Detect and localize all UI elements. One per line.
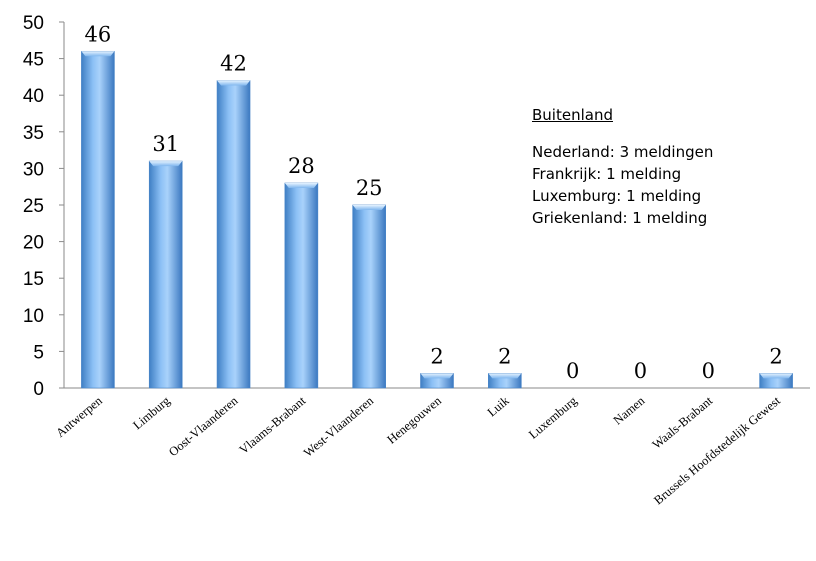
note-line: Frankrijk: 1 melding xyxy=(532,165,682,183)
data-label: 2 xyxy=(498,344,511,368)
bar xyxy=(352,204,386,389)
bar-cap xyxy=(217,80,251,86)
foreign-reports-note: Buitenland Nederland: 3 meldingen Frankr… xyxy=(532,104,713,229)
x-tick-label: Luxemburg xyxy=(526,393,580,442)
bar-cap xyxy=(488,373,522,379)
x-tick-label: Vlaams-Brabant xyxy=(237,393,309,457)
y-tick-label: 35 xyxy=(23,123,44,144)
y-tick-label: 20 xyxy=(23,233,44,254)
bar-cap xyxy=(81,51,115,57)
bar xyxy=(81,50,115,389)
x-tick-label: Luik xyxy=(485,393,513,419)
note-line: Nederland: 3 meldingen xyxy=(532,143,714,161)
x-tick-label: West-Vlaanderen xyxy=(301,393,377,460)
y-tick-label: 30 xyxy=(23,159,44,180)
bar-cap xyxy=(352,205,386,210)
data-label: 46 xyxy=(85,22,112,46)
x-tick-label: Limburg xyxy=(130,393,173,432)
y-tick-label: 25 xyxy=(23,196,44,217)
bar-cap xyxy=(149,161,183,167)
data-label: 0 xyxy=(702,359,715,383)
x-tick-label: Henegouwen xyxy=(384,393,444,447)
x-tick-label: Brussels Hoofdstedelijk Gewest xyxy=(651,393,783,507)
data-label: 0 xyxy=(634,359,647,383)
data-label: 31 xyxy=(152,132,179,156)
x-tick-label: Antwerpen xyxy=(53,393,105,440)
x-tick-label: Waals-Brabant xyxy=(650,393,716,452)
y-tick-label: 0 xyxy=(33,379,44,400)
y-tick-label: 5 xyxy=(33,342,44,363)
y-tick-label: 10 xyxy=(23,306,44,327)
x-tick-label: Namen xyxy=(611,393,648,427)
y-tick-label: 45 xyxy=(23,50,44,71)
y-tick-label: 15 xyxy=(23,269,44,290)
data-label: 0 xyxy=(566,359,579,383)
y-tick-label: 50 xyxy=(23,13,44,34)
data-label: 25 xyxy=(356,176,383,200)
bar xyxy=(148,160,183,389)
note-line: Griekenland: 1 melding xyxy=(532,209,708,227)
bar-cap xyxy=(759,373,793,379)
x-tick-label: Oost-Vlaanderen xyxy=(166,393,241,459)
bar xyxy=(216,80,251,389)
y-tick-label: 40 xyxy=(23,86,44,107)
data-label: 2 xyxy=(769,344,782,368)
bar xyxy=(284,182,319,389)
data-label: 28 xyxy=(288,154,315,178)
data-label: 42 xyxy=(220,52,247,76)
data-label: 2 xyxy=(430,344,443,368)
note-line: Luxemburg: 1 melding xyxy=(532,187,702,205)
bar-cap xyxy=(284,183,318,189)
bar-cap xyxy=(420,373,454,379)
note-title: Buitenland xyxy=(532,106,613,124)
